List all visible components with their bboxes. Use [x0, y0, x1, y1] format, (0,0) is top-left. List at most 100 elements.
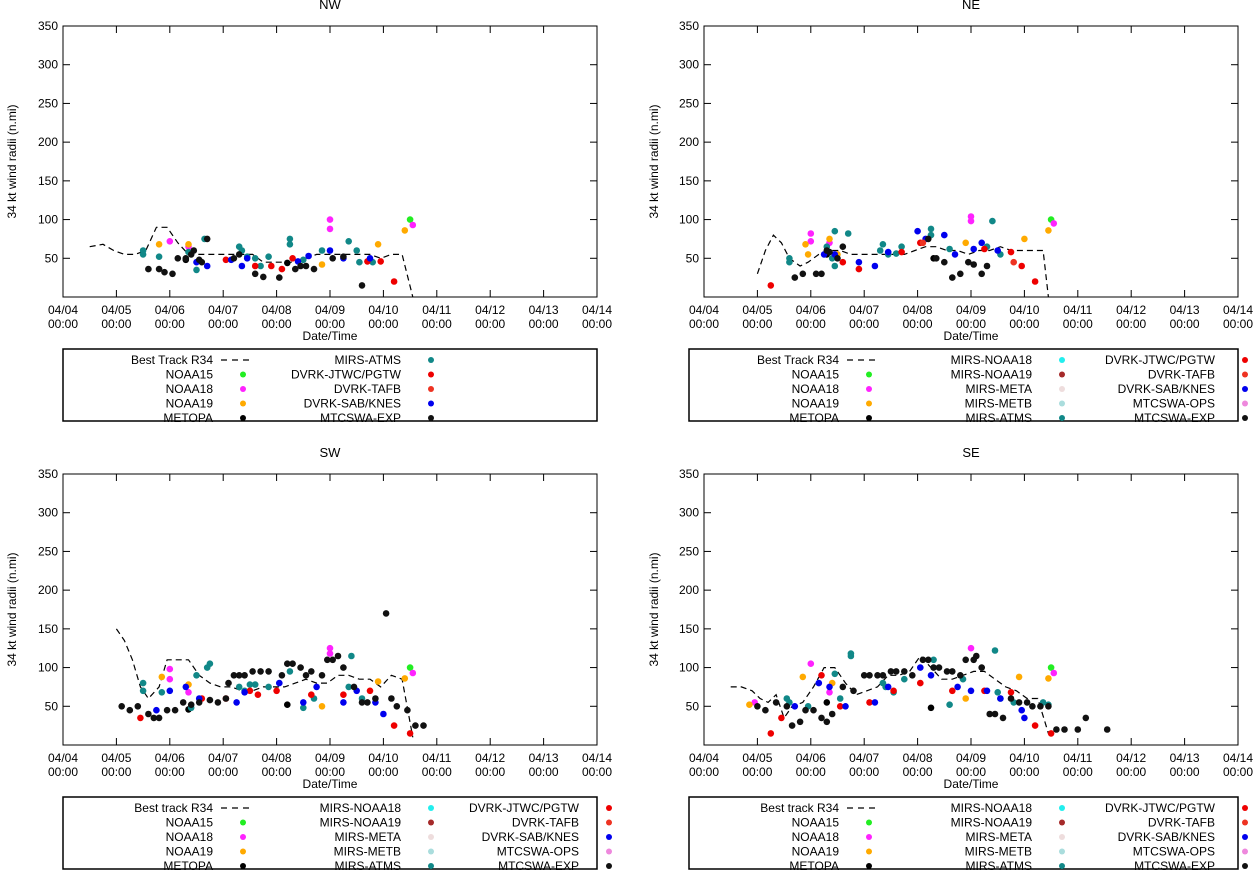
- data-point: [265, 253, 272, 260]
- legend-label: NOAA19: [166, 845, 214, 859]
- data-point: [772, 699, 780, 706]
- series-dvrk-jtwc-pgtw: [137, 687, 414, 737]
- data-point: [206, 696, 214, 704]
- data-point: [284, 259, 291, 267]
- data-point: [243, 254, 251, 262]
- data-point: [300, 704, 307, 712]
- y-tick-label: 150: [679, 622, 699, 636]
- legend-label: DVRK-SAB/KNES: [1118, 830, 1215, 844]
- chart-panel-ne: NE5010015020025030035004/0400:0004/0500:…: [647, 0, 1253, 425]
- legend-label: Best track R34: [134, 801, 213, 815]
- data-point: [382, 610, 390, 617]
- y-tick-label: 150: [38, 622, 58, 636]
- plot-frame: [703, 473, 1239, 746]
- x-tick-time: 00:00: [155, 765, 185, 779]
- y-tick-label: 100: [38, 213, 58, 227]
- legend-swatch: [1242, 805, 1248, 811]
- legend-swatch: [1059, 357, 1065, 363]
- legend-label: MIRS-NOAA18: [951, 353, 1033, 367]
- legend-label: Best Track R34: [757, 353, 839, 367]
- legend-label: MIRS-META: [966, 830, 1032, 844]
- x-tick-date: 04/04: [48, 303, 78, 317]
- data-point: [324, 656, 331, 664]
- y-tick-label: 200: [679, 583, 699, 597]
- data-point: [767, 730, 775, 737]
- data-point: [810, 706, 817, 714]
- data-point: [1015, 699, 1023, 706]
- data-point: [1050, 220, 1058, 227]
- chart-panel-se: SE5010015020025030035004/0400:0004/0500:…: [647, 445, 1253, 870]
- data-point: [834, 254, 841, 262]
- legend-swatch: [606, 819, 612, 826]
- best-track-line: [730, 655, 1049, 734]
- y-tick-label: 150: [679, 174, 699, 188]
- data-point: [871, 262, 879, 270]
- data-point: [1018, 706, 1025, 714]
- series-noaa19: [155, 227, 409, 268]
- data-point: [967, 687, 975, 695]
- data-point: [962, 695, 969, 702]
- data-point: [898, 248, 905, 256]
- series-noaa18: [751, 644, 1058, 706]
- data-point: [155, 241, 163, 248]
- data-point: [404, 706, 411, 714]
- data-point: [326, 644, 334, 652]
- data-point: [807, 238, 815, 245]
- legend-swatch: [606, 805, 612, 811]
- x-tick-date: 04/11: [422, 303, 451, 317]
- legend-label: NOAA15: [792, 368, 840, 382]
- series-dvrk-tafb: [919, 239, 1017, 266]
- x-tick-date: 04/13: [1170, 751, 1200, 765]
- x-tick-date: 04/05: [101, 303, 131, 317]
- legend-swatch: [1242, 386, 1248, 392]
- data-point: [145, 265, 152, 273]
- data-point: [350, 683, 358, 691]
- data-point: [238, 262, 246, 270]
- data-point: [318, 672, 326, 679]
- x-tick-time: 00:00: [155, 317, 185, 331]
- data-point: [289, 254, 296, 262]
- data-point: [193, 672, 200, 679]
- x-tick-date: 04/08: [262, 303, 292, 317]
- data-point: [831, 670, 839, 678]
- x-axis-label: Date/Time: [303, 777, 358, 791]
- legend-label: Best track R34: [760, 801, 839, 815]
- x-tick-date: 04/04: [689, 303, 719, 317]
- x-axis-label: Date/Time: [944, 777, 999, 791]
- data-point: [887, 668, 895, 675]
- data-point: [393, 703, 401, 710]
- data-point: [962, 239, 969, 247]
- legend-label: DVRK-TAFB: [1148, 816, 1215, 830]
- data-point: [137, 714, 144, 722]
- data-point: [847, 650, 855, 657]
- y-tick-label: 50: [686, 699, 700, 713]
- data-point: [970, 245, 977, 253]
- data-point: [318, 247, 326, 254]
- data-point: [884, 683, 892, 691]
- data-point: [828, 710, 836, 718]
- x-tick-time: 00:00: [368, 317, 398, 331]
- legend-label: DVRK-JTWC/PGTW: [469, 801, 580, 815]
- legend-swatch: [428, 371, 434, 378]
- data-point: [390, 278, 398, 285]
- data-point: [401, 675, 409, 682]
- x-tick-time: 00:00: [101, 317, 131, 331]
- data-point: [1007, 695, 1015, 702]
- x-tick-time: 00:00: [956, 317, 986, 331]
- data-point: [874, 672, 881, 679]
- x-tick-date: 04/13: [1170, 303, 1200, 317]
- data-point: [981, 245, 988, 253]
- data-point: [166, 675, 174, 683]
- data-point: [340, 691, 347, 698]
- data-point: [366, 687, 374, 695]
- data-point: [134, 703, 142, 710]
- data-point: [927, 704, 935, 712]
- data-point: [930, 656, 937, 664]
- data-point: [230, 672, 238, 679]
- x-tick-time: 00:00: [903, 317, 933, 331]
- data-point: [1037, 703, 1044, 710]
- x-tick-date: 04/12: [475, 751, 505, 765]
- legend-swatch: [606, 863, 612, 869]
- data-point: [804, 251, 812, 258]
- data-point: [409, 221, 417, 229]
